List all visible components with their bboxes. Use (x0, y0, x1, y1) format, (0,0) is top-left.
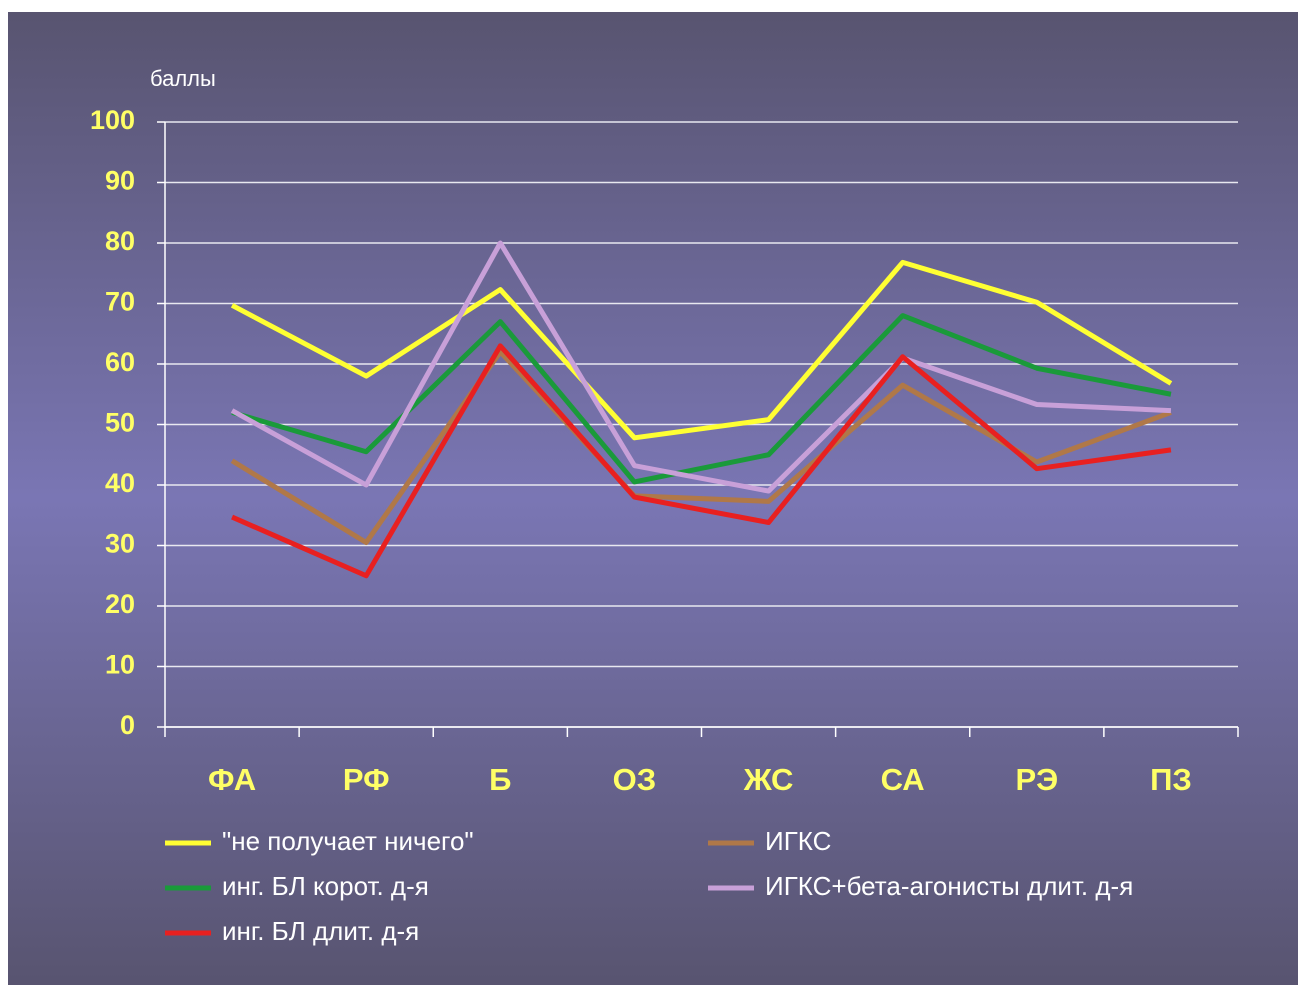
series-line (230, 259, 1173, 441)
legend-label: "не получает ничего" (222, 826, 474, 856)
legend-label: инг. БЛ длит. д-я (222, 916, 419, 946)
legend-label: инг. БЛ корот. д-я (222, 871, 429, 901)
y-tick-label: 30 (105, 529, 135, 559)
x-tick-label: ОЗ (613, 762, 657, 797)
y-tick-label: 40 (105, 468, 135, 498)
x-tick-label: ПЗ (1150, 762, 1192, 797)
y-tick-label: 90 (105, 166, 135, 196)
y-tick-label: 50 (105, 408, 135, 438)
x-tick-label: РФ (343, 762, 390, 797)
legend-label: ИГКС+бета-агонисты длит. д-я (765, 871, 1133, 901)
y-tick-label: 70 (105, 287, 135, 317)
x-tick-label: Б (489, 762, 511, 797)
legend-label: ИГКС (765, 826, 831, 856)
y-tick-label: 80 (105, 226, 135, 256)
x-tick-label: СА (881, 762, 925, 797)
y-tick-label: 100 (90, 105, 135, 135)
y-axis-label: баллы (150, 66, 216, 91)
series-line (231, 313, 1172, 485)
y-tick-label: 0 (120, 710, 135, 740)
y-tick-label: 10 (105, 650, 135, 680)
y-tick-label: 60 (105, 347, 135, 377)
x-tick-label: ФА (208, 762, 256, 797)
series-line (230, 240, 1172, 494)
x-tick-label: ЖС (743, 762, 794, 797)
series-line (231, 343, 1172, 579)
x-tick-label: РЭ (1015, 762, 1058, 797)
y-tick-label: 20 (105, 589, 135, 619)
